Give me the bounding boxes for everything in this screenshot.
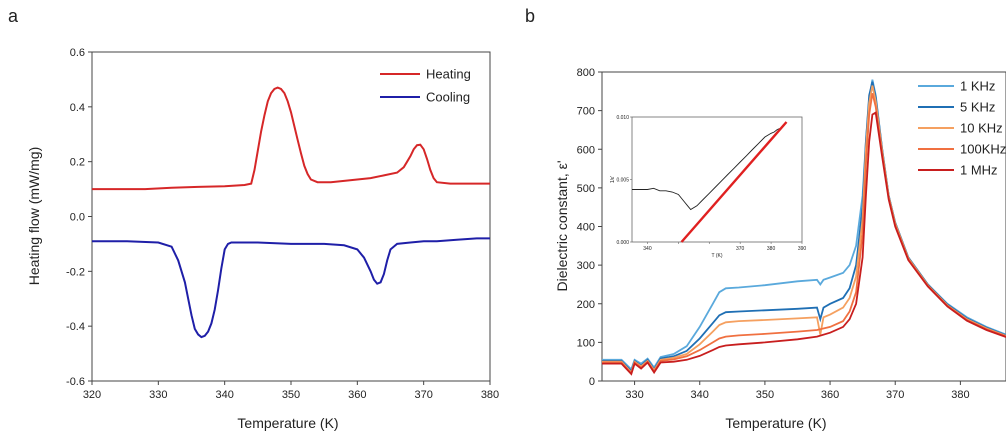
panel-b-inset: 340 370 380 390 0.000 0.005 0.010 T (K) 1/ε' (610, 115, 806, 259)
inset-x-axis-title: T (K) (711, 253, 722, 259)
y-tick-label: 500 (577, 183, 595, 195)
panel-b-legend: 1 KHz 5 KHz 10 KHz 100KHz 1 MHz (918, 79, 1006, 178)
legend-label-1: 5 KHz (960, 100, 995, 115)
y-tick-label: 0.6 (70, 47, 85, 59)
legend-label-4: 1 MHz (960, 163, 998, 178)
panel-b-axes: 330 340 350 360 370 380 0 100 200 300 400 500 600 700… (577, 67, 1006, 401)
inset-y-tick-label: 0.010 (616, 115, 629, 121)
panel-a-series (92, 86, 490, 339)
x-tick-label: 380 (481, 389, 499, 401)
legend-label-3: 100KHz (960, 142, 1006, 157)
inset-y-axis-title: 1/ε' (610, 176, 616, 183)
panel-a-x-axis-title: Temperature (K) (237, 415, 338, 431)
y-tick-label: 200 (577, 299, 595, 311)
inset-y-tick-label: 0.000 (616, 240, 629, 246)
x-tick-label: 340 (691, 389, 709, 401)
legend-label-1: Cooling (426, 90, 470, 105)
x-tick-label: 350 (282, 389, 300, 401)
y-tick-label: 100 (577, 337, 595, 349)
inset-data-line (632, 125, 784, 211)
y-tick-label: 0.2 (70, 157, 85, 169)
y-tick-label: 0.4 (70, 102, 85, 114)
series-line-0 (92, 86, 490, 191)
y-tick-label: 300 (577, 260, 595, 272)
x-tick-label: 360 (348, 389, 366, 401)
y-tick-label: 800 (577, 67, 595, 79)
x-tick-label: 380 (951, 389, 969, 401)
panel-b-x-axis-title: Temperature (K) (725, 415, 826, 431)
x-tick-label: 360 (821, 389, 839, 401)
series-line-4 (602, 111, 1006, 376)
x-tick-label: 370 (414, 389, 432, 401)
inset-frame (631, 116, 803, 243)
panel-a-y-axis-title: Heating flow (mW/mg) (26, 147, 42, 285)
legend-label-2: 10 KHz (960, 121, 1003, 136)
inset-x-tick-label: 390 (798, 246, 807, 252)
panel-b: b 330 340 350 360 370 380 0 100 200 300 400 500 600 7… (525, 6, 1006, 431)
panel-b-y-axis-title: Dielectric constant, ε' (554, 160, 570, 291)
y-tick-label: 0.0 (70, 212, 85, 224)
y-tick-label: 600 (577, 144, 595, 156)
panel-b-label: b (525, 6, 535, 26)
panel-a-axes: 320 330 340 350 360 370 380 -0.6 -0.4 -0.2 0.0 0.2 0… (66, 47, 499, 401)
inset-fit-line (680, 121, 788, 243)
legend-label-0: 1 KHz (960, 79, 995, 94)
y-tick-label: 400 (577, 222, 595, 234)
y-tick-label: -0.6 (66, 376, 85, 388)
panel-a-legend: Heating Cooling (380, 67, 471, 105)
legend-label-0: Heating (426, 67, 471, 82)
x-tick-label: 350 (756, 389, 774, 401)
x-tick-label: 330 (625, 389, 643, 401)
y-tick-label: -0.2 (66, 266, 85, 278)
x-tick-label: 320 (83, 389, 101, 401)
panel-a-label: a (8, 6, 19, 26)
inset-x-tick-label: 340 (643, 246, 652, 252)
inset-x-tick-label: 370 (736, 246, 745, 252)
x-tick-label: 330 (149, 389, 167, 401)
inset-x-tick-label: 380 (767, 246, 776, 252)
panel-a: a 320 330 340 350 360 370 380 -0.6 -0.4 -0.2 0.0 0.… (8, 6, 499, 431)
x-tick-label: 340 (215, 389, 233, 401)
x-tick-label: 370 (886, 389, 904, 401)
y-tick-label: 0 (589, 376, 595, 388)
y-tick-label: -0.4 (66, 321, 85, 333)
panel-b-series (602, 79, 1006, 376)
y-tick-label: 700 (577, 106, 595, 118)
series-line-1 (92, 237, 490, 339)
inset-y-tick-label: 0.005 (616, 178, 629, 184)
